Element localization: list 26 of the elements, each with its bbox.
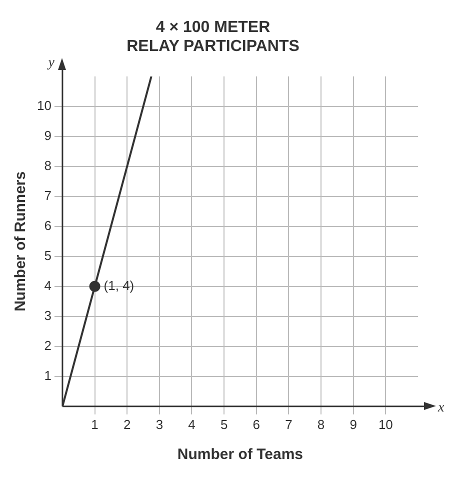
x-tick-label: 10 xyxy=(378,416,393,432)
y-axis-title: Number of Runners xyxy=(12,171,30,312)
y-tick-label: 8 xyxy=(44,158,52,173)
y-tick-label: 1 xyxy=(44,368,52,383)
text: x xyxy=(437,400,445,416)
x-tick-label: 1 xyxy=(91,416,98,432)
x-tick-label: 9 xyxy=(350,416,357,432)
text: y xyxy=(46,55,56,70)
y-tick-label: 6 xyxy=(44,218,52,233)
annotation: (1, 4) xyxy=(104,278,134,293)
y-tick-label: 7 xyxy=(44,188,52,203)
y-tick-label: 9 xyxy=(44,128,52,143)
y-tick-label: 4 xyxy=(44,278,52,293)
y-tick-label: 2 xyxy=(44,338,52,353)
x-tick-label: 7 xyxy=(285,416,292,432)
y-tick-label: 10 xyxy=(36,98,52,113)
x-tick-label: 6 xyxy=(252,416,260,432)
x-tick-label: 4 xyxy=(188,416,196,432)
y-tick-label: 5 xyxy=(44,248,52,263)
y-tick-label: 3 xyxy=(44,308,52,323)
x-tick-label: 2 xyxy=(123,416,131,432)
x-tick-label: 5 xyxy=(220,416,228,432)
x-tick-label: 8 xyxy=(317,416,325,432)
x-tick-label: 3 xyxy=(156,416,164,432)
chart-title: 4 × 100 METER RELAY PARTICIPANTS xyxy=(126,19,300,56)
x-axis-title: Number of Teams xyxy=(177,446,304,464)
